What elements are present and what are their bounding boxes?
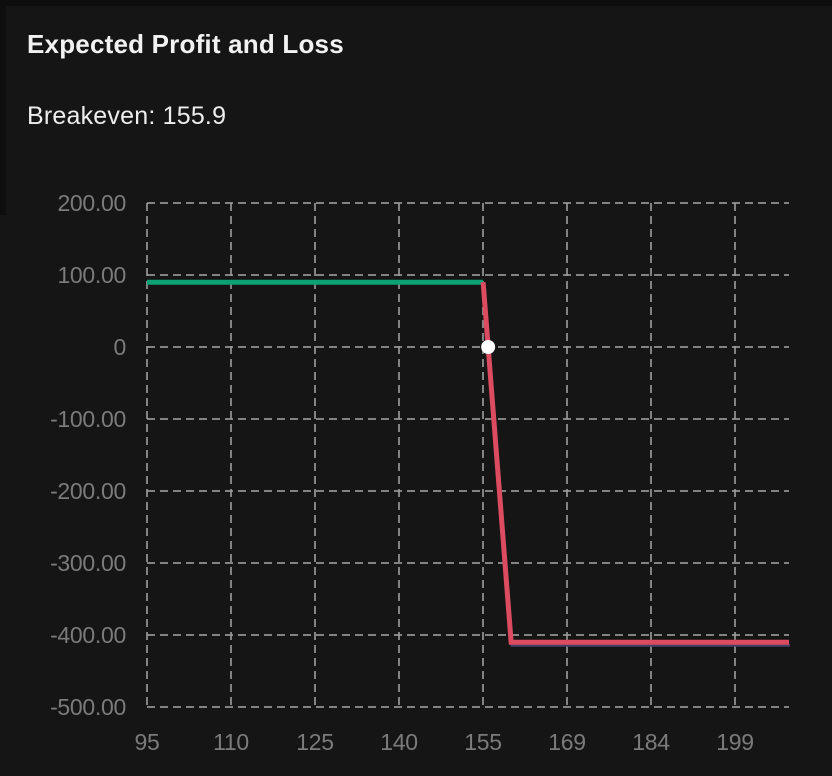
loss-line xyxy=(480,282,789,645)
x-tick-label: 155 xyxy=(464,729,501,755)
y-tick-label: 100.00 xyxy=(57,262,126,288)
y-tick-label: -200.00 xyxy=(50,478,126,504)
x-tick-label: 169 xyxy=(548,729,585,755)
loss-line-shadow xyxy=(482,285,790,647)
breakeven-marker[interactable] xyxy=(481,340,496,354)
y-tick-label: -300.00 xyxy=(50,550,126,576)
x-tick-label: 110 xyxy=(213,729,249,755)
x-tick-label: 95 xyxy=(135,729,160,755)
y-tick-label: 200.00 xyxy=(57,190,126,216)
x-tick-label: 140 xyxy=(380,729,417,755)
x-tick-label: 125 xyxy=(296,729,333,755)
x-tick-label: 184 xyxy=(632,729,670,755)
y-tick-label: 0 xyxy=(114,334,127,360)
y-tick-label: -400.00 xyxy=(50,622,126,648)
y-tick-label: -100.00 xyxy=(50,406,126,432)
page-left-edge xyxy=(0,0,6,215)
page-top-edge xyxy=(0,0,832,6)
chart-header: Expected Profit and Loss xyxy=(27,30,344,59)
y-tick-label: -500.00 xyxy=(50,694,126,720)
x-tick-label: 199 xyxy=(716,729,753,755)
breakeven-label: Breakeven: 155.9 xyxy=(27,102,227,130)
page-title: Expected Profit and Loss xyxy=(27,29,344,59)
